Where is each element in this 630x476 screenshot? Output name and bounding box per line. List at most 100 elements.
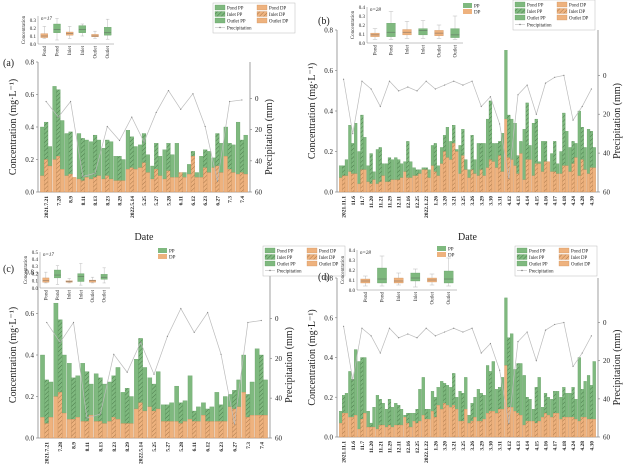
bar-outlet-pp: [583, 381, 587, 418]
bar-pond-pp: [162, 149, 167, 180]
bar-pond-dp: [52, 159, 57, 193]
bar-inlet-dp: [571, 163, 575, 193]
bar-inlet-dp: [470, 420, 474, 438]
y2-tick-label: 40: [603, 150, 611, 158]
bar-pond-dp: [531, 420, 536, 438]
legend-label: Inlet DP: [571, 256, 587, 261]
bar-pond-dp: [254, 415, 260, 439]
precipitation-point: [45, 100, 47, 103]
bar-inlet-pp: [190, 151, 196, 157]
bar-outlet-dp: [72, 177, 77, 193]
bar-inlet-dp: [351, 173, 355, 193]
x-tick-label: 11.29: [387, 196, 393, 208]
bar-pond-pp: [403, 414, 407, 418]
bar-inlet-pp: [461, 393, 465, 422]
x-tick-label: 7.3: [228, 196, 234, 203]
bar-outlet-pp: [372, 171, 376, 180]
bar-inlet-dp: [44, 159, 49, 193]
bar-pond-pp: [467, 414, 471, 424]
bar-inlet-dp: [543, 161, 548, 193]
bar-outlet-pp: [574, 399, 578, 420]
bar-outlet-pp: [592, 147, 596, 168]
x-tick-label: 11.6: [351, 196, 357, 206]
bar-outlet-dp: [519, 153, 523, 193]
legend-label: Precipitation: [227, 27, 252, 32]
legend-swatch: [214, 11, 226, 17]
bar-pond-pp: [541, 141, 545, 172]
bar-outlet-pp: [48, 381, 54, 418]
x-tick-label: 4.17: [553, 441, 559, 451]
bar-pond-dp: [214, 421, 220, 439]
x-tick-label: 8.13: [93, 196, 99, 206]
bar-inlet-dp: [415, 422, 419, 438]
legend-swatch: [264, 247, 276, 254]
inset-y-tick-label: 0.0: [32, 287, 39, 292]
bar-inlet-pp: [534, 118, 538, 164]
precipitation-point: [361, 80, 363, 82]
x-tick-label: 12.25: [415, 441, 421, 454]
bar-pond-pp: [101, 147, 106, 180]
bar-inlet-pp: [141, 133, 147, 163]
x-tick-label: 3.20: [443, 441, 449, 451]
bar-inlet-dp: [498, 409, 502, 438]
x-tick-label: 3.31: [498, 196, 504, 206]
precipitation-point: [554, 323, 556, 326]
inset-y-tick-label: 0.4: [359, 6, 366, 11]
bar-outlet-dp: [129, 423, 134, 439]
bar-pond-dp: [150, 178, 155, 193]
bar-inlet-dp: [351, 416, 355, 438]
bar-pond-pp: [440, 381, 444, 410]
bar-outlet-dp: [399, 424, 404, 438]
inset-x-tick-label: Inlet: [422, 44, 427, 54]
bar-pond-pp: [568, 147, 572, 172]
x-tick-label: 3.25: [461, 196, 467, 206]
bar-pond-dp: [199, 177, 204, 193]
precipitation-line: [343, 322, 592, 424]
panel-label: (a): [3, 58, 14, 69]
bar-outlet-pp: [464, 377, 468, 410]
inset-x-tick-label: Pond: [44, 290, 49, 301]
bar-outlet-pp: [133, 146, 138, 170]
bar-inlet-dp: [553, 171, 557, 193]
bar-outlet-pp: [363, 357, 367, 414]
y2-axis-label: Precipitation (mm): [284, 327, 295, 403]
bar-pond-dp: [559, 173, 563, 193]
precipitation-point: [471, 327, 473, 329]
bar-inlet-pp: [44, 379, 49, 424]
inset-y-tick-label: 0.2: [359, 24, 366, 29]
bar-inlet-pp: [442, 383, 447, 404]
bar-outlet-pp: [546, 397, 550, 416]
bar-outlet-dp: [537, 163, 541, 193]
bar-pond-dp: [40, 417, 45, 439]
bar-outlet-dp: [209, 421, 215, 439]
bar-outlet-pp: [47, 146, 53, 167]
y-tick-label: 0.6: [25, 91, 34, 99]
bar-pond-dp: [449, 407, 453, 438]
precipitation-point: [581, 352, 583, 354]
bar-outlet-dp: [142, 410, 148, 439]
bar-inlet-pp: [360, 114, 364, 170]
bar-outlet-dp: [145, 172, 150, 193]
y-axis-label: Concentration (mg·L⁻¹): [307, 309, 318, 405]
bar-inlet-pp: [351, 143, 355, 174]
bar-pond-pp: [577, 357, 581, 422]
bar-outlet-pp: [263, 379, 268, 416]
bar-outlet-pp: [565, 131, 569, 166]
bar-outlet-dp: [565, 416, 569, 438]
precipitation-point: [443, 331, 446, 333]
precipitation-point: [204, 125, 206, 128]
bar-inlet-dp: [571, 416, 575, 438]
bar-pond-dp: [174, 421, 179, 439]
x-tick-label: 3.29: [479, 196, 485, 206]
inset-box-dp: [89, 279, 96, 283]
inset-box-pp: [418, 28, 428, 36]
bar-outlet-pp: [592, 361, 596, 420]
bar-inlet-dp: [488, 159, 493, 193]
bar-pond-dp: [138, 167, 143, 193]
chart-panel-c: (c) 0.0 0.2 0.4 0.6 0.8 0 20 40 60 Concentration (…: [3, 245, 346, 464]
bar-inlet-dp: [165, 421, 170, 439]
bar-inlet-pp: [232, 390, 237, 410]
bar-outlet-pp: [75, 375, 80, 418]
